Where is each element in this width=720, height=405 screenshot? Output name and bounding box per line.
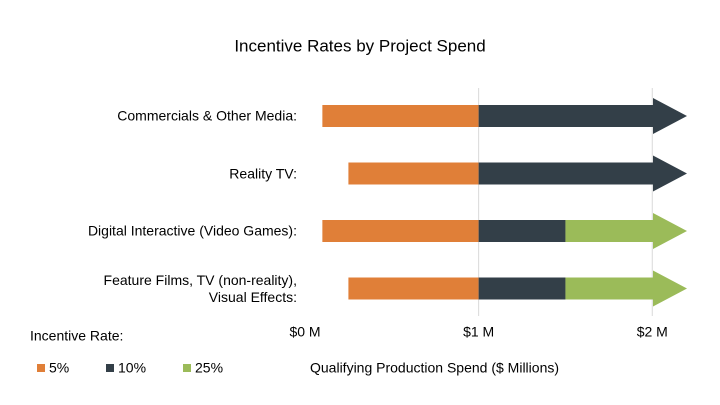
x-tick-label: $1 M — [463, 324, 494, 340]
bar-arrow — [565, 270, 687, 307]
legend-label: 10% — [118, 360, 146, 376]
bar-base — [305, 220, 322, 242]
bar — [478, 220, 566, 242]
bar-arrow — [565, 213, 687, 249]
category-label: Feature Films, TV (non-reality), Visual … — [103, 271, 297, 305]
legend-label: 5% — [49, 360, 69, 376]
category-label: Reality TV: — [229, 165, 297, 181]
bar-arrow — [478, 155, 687, 192]
legend-label: 25% — [195, 360, 223, 376]
bar — [478, 277, 566, 300]
legend-swatch — [183, 364, 191, 372]
bar-arrow — [478, 98, 687, 134]
bar — [348, 162, 479, 185]
category-label: Commercials & Other Media: — [117, 107, 297, 124]
legend-swatch — [37, 364, 45, 372]
bar — [322, 220, 479, 242]
x-tick-label: $2 M — [637, 324, 668, 340]
bar — [322, 105, 479, 127]
bar-base — [305, 163, 348, 185]
legend-title: Incentive Rate: — [30, 328, 123, 344]
x-tick-label: $0 M — [289, 324, 320, 340]
chart-title: Incentive Rates by Project Spend — [234, 36, 485, 55]
x-axis-label: Qualifying Production Spend ($ Millions) — [310, 360, 559, 376]
bar-base — [305, 278, 348, 300]
category-label: Digital Interactive (Video Games): — [87, 222, 297, 239]
legend-swatch — [106, 364, 114, 372]
bar — [348, 277, 479, 300]
bar-base — [305, 105, 322, 127]
